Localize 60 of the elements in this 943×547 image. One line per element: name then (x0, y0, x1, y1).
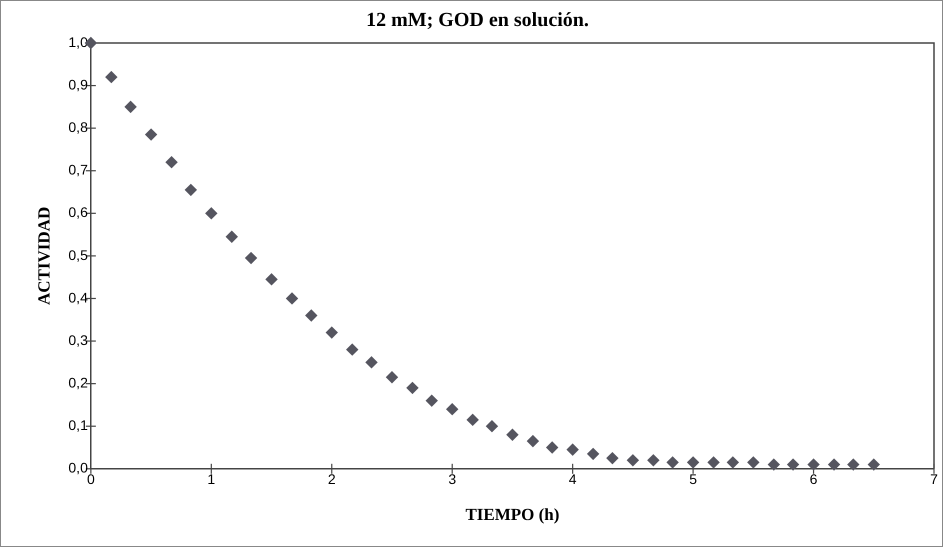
y-tick-label: 0,1 (68, 417, 88, 434)
point (587, 448, 600, 460)
point (828, 458, 840, 471)
x-tick-label: 7 (930, 471, 938, 488)
point (626, 454, 639, 466)
y-tick-label: 0,7 (68, 162, 88, 178)
x-tick-label: 5 (689, 471, 698, 488)
point (286, 292, 298, 304)
point (226, 230, 238, 243)
point (787, 458, 800, 471)
y-axis-title: ACTIVIDAD (34, 206, 54, 306)
point (747, 456, 760, 468)
y-tick-label: 0,2 (68, 374, 88, 390)
point (606, 452, 618, 464)
y-tick-label: 0,3 (68, 332, 88, 348)
x-tick-label: 4 (568, 471, 577, 488)
y-tick-label: 0,8 (68, 119, 88, 136)
point (868, 458, 880, 471)
point (184, 184, 197, 196)
x-tick-label: 3 (448, 471, 456, 488)
point (768, 458, 780, 471)
point (105, 71, 118, 84)
point (466, 414, 479, 426)
chart-title: 12 mM; GOD en solución. (366, 9, 589, 32)
point (486, 420, 498, 432)
point (205, 207, 218, 220)
point (647, 454, 660, 466)
point (166, 156, 178, 168)
point (386, 371, 398, 384)
y-tick-label: 0,0 (68, 460, 88, 476)
x-tick-label: 6 (810, 471, 818, 488)
point (446, 403, 458, 416)
y-tick-label: 0,5 (68, 246, 88, 263)
point (366, 356, 378, 368)
x-tick-label: 1 (207, 471, 216, 488)
point (124, 100, 137, 113)
point (666, 456, 679, 468)
point (687, 456, 700, 468)
point (546, 442, 558, 454)
point (326, 326, 338, 339)
y-tick-label: 0,6 (68, 204, 88, 220)
point (566, 444, 579, 456)
point (346, 344, 358, 356)
point (506, 428, 518, 441)
point (305, 310, 318, 322)
point (726, 456, 739, 468)
x-tick-label: 2 (328, 471, 336, 488)
x-axis-title: TIEMPO (h) (465, 505, 560, 524)
y-tick-label: 0,4 (68, 289, 88, 306)
point (245, 252, 258, 264)
y-tick-label: 0,9 (68, 76, 88, 92)
point (406, 382, 418, 394)
point (526, 435, 539, 448)
point (708, 456, 720, 468)
point (145, 128, 158, 141)
point (808, 458, 820, 471)
x-tick-label: 0 (86, 471, 95, 488)
point (426, 394, 438, 407)
point (266, 273, 278, 286)
point (847, 458, 860, 471)
